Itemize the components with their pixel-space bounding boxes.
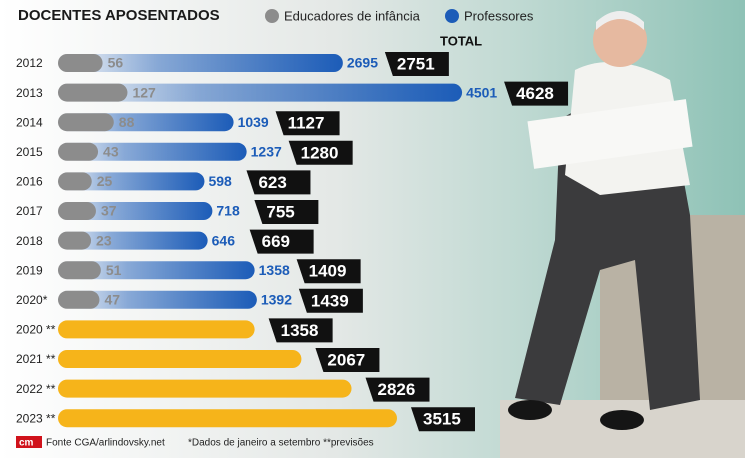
- total-header: TOTAL: [440, 33, 482, 48]
- total-label: 669: [262, 232, 290, 251]
- bar: [58, 142, 247, 161]
- legend-label: Professores: [464, 8, 534, 23]
- total-label: 2826: [378, 380, 416, 399]
- y-tick-label: 2015: [16, 145, 43, 159]
- bar: [58, 379, 352, 398]
- data-label: 1358: [259, 262, 290, 278]
- total-box: [315, 348, 380, 372]
- total-label: 2067: [327, 350, 365, 369]
- bar: [58, 172, 205, 191]
- total-box: [254, 200, 319, 224]
- total-box: [504, 81, 569, 106]
- bar: [58, 320, 255, 339]
- total-label: 755: [266, 202, 294, 221]
- legend-swatch: [445, 9, 459, 23]
- data-label: 51: [106, 262, 122, 278]
- total-label: 1127: [288, 114, 325, 133]
- bar: [58, 290, 257, 309]
- data-label: 43: [103, 144, 119, 160]
- bar: [58, 54, 343, 72]
- y-tick-label: 2018: [16, 234, 43, 248]
- legend-label: Educadores de infância: [284, 8, 421, 23]
- footnote: *Dados de janeiro a setembro **previsões: [188, 438, 374, 449]
- bar: [58, 202, 213, 220]
- total-box: [365, 377, 430, 402]
- total-label: 2751: [397, 54, 435, 73]
- y-tick-label: 2020*: [16, 293, 48, 307]
- y-tick-label: 2023 **: [16, 411, 56, 425]
- bar: [58, 409, 397, 428]
- total-box: [246, 170, 311, 195]
- y-tick-label: 2021 **: [16, 352, 56, 366]
- data-label: 1039: [238, 114, 269, 130]
- total-box: [249, 229, 314, 254]
- photo: [500, 11, 745, 458]
- y-tick-label: 2022 **: [16, 382, 56, 396]
- data-label: 1392: [261, 292, 292, 308]
- bar: [58, 83, 128, 102]
- total-label: 1280: [301, 143, 339, 162]
- bar: [58, 142, 99, 161]
- data-label: 2695: [347, 55, 378, 71]
- bar: [58, 172, 92, 191]
- total-box: [384, 52, 449, 76]
- total-box: [296, 259, 361, 284]
- y-tick-label: 2017: [16, 204, 43, 218]
- bar: [58, 113, 114, 132]
- source: Fonte CGA/arlindovsky.net: [46, 438, 165, 449]
- bar: [58, 54, 103, 72]
- total-label: 623: [258, 173, 286, 192]
- data-label: 47: [104, 292, 120, 308]
- data-label: 718: [216, 203, 240, 219]
- bar: [58, 261, 101, 280]
- y-tick-label: 2012: [16, 56, 43, 70]
- logo: cm: [19, 438, 34, 449]
- data-label: 127: [132, 84, 156, 100]
- y-tick-label: 2013: [16, 86, 43, 100]
- bar: [58, 83, 463, 102]
- bar: [58, 231, 208, 250]
- data-label: 25: [97, 173, 113, 189]
- data-label: 23: [96, 232, 112, 248]
- bar: [58, 202, 96, 220]
- total-box: [268, 318, 333, 343]
- data-label: 598: [208, 173, 232, 189]
- bar: [58, 261, 255, 280]
- data-label: 4501: [466, 84, 497, 100]
- y-tick-label: 2019: [16, 263, 43, 277]
- total-box: [298, 288, 363, 313]
- chart-title: DOCENTES APOSENTADOS: [18, 7, 220, 24]
- data-label: 37: [101, 203, 117, 219]
- total-label: 1409: [309, 262, 347, 281]
- total-label: 3515: [423, 410, 461, 429]
- data-label: 88: [119, 114, 135, 130]
- total-box: [288, 140, 353, 165]
- data-label: 646: [212, 232, 236, 248]
- y-tick-label: 2020 **: [16, 323, 56, 337]
- legend-swatch: [265, 9, 279, 23]
- y-tick-label: 2014: [16, 115, 43, 129]
- logo-box: [16, 436, 42, 448]
- total-label: 1358: [281, 321, 319, 340]
- total-box: [410, 407, 475, 432]
- total-box: [275, 111, 340, 136]
- data-label: 56: [108, 55, 124, 71]
- total-label: 4628: [516, 84, 554, 103]
- bar: [58, 231, 92, 250]
- bar: [58, 350, 302, 368]
- y-tick-label: 2016: [16, 175, 43, 189]
- total-label: 1439: [311, 291, 349, 310]
- data-label: 1237: [251, 144, 282, 160]
- bar: [58, 290, 100, 309]
